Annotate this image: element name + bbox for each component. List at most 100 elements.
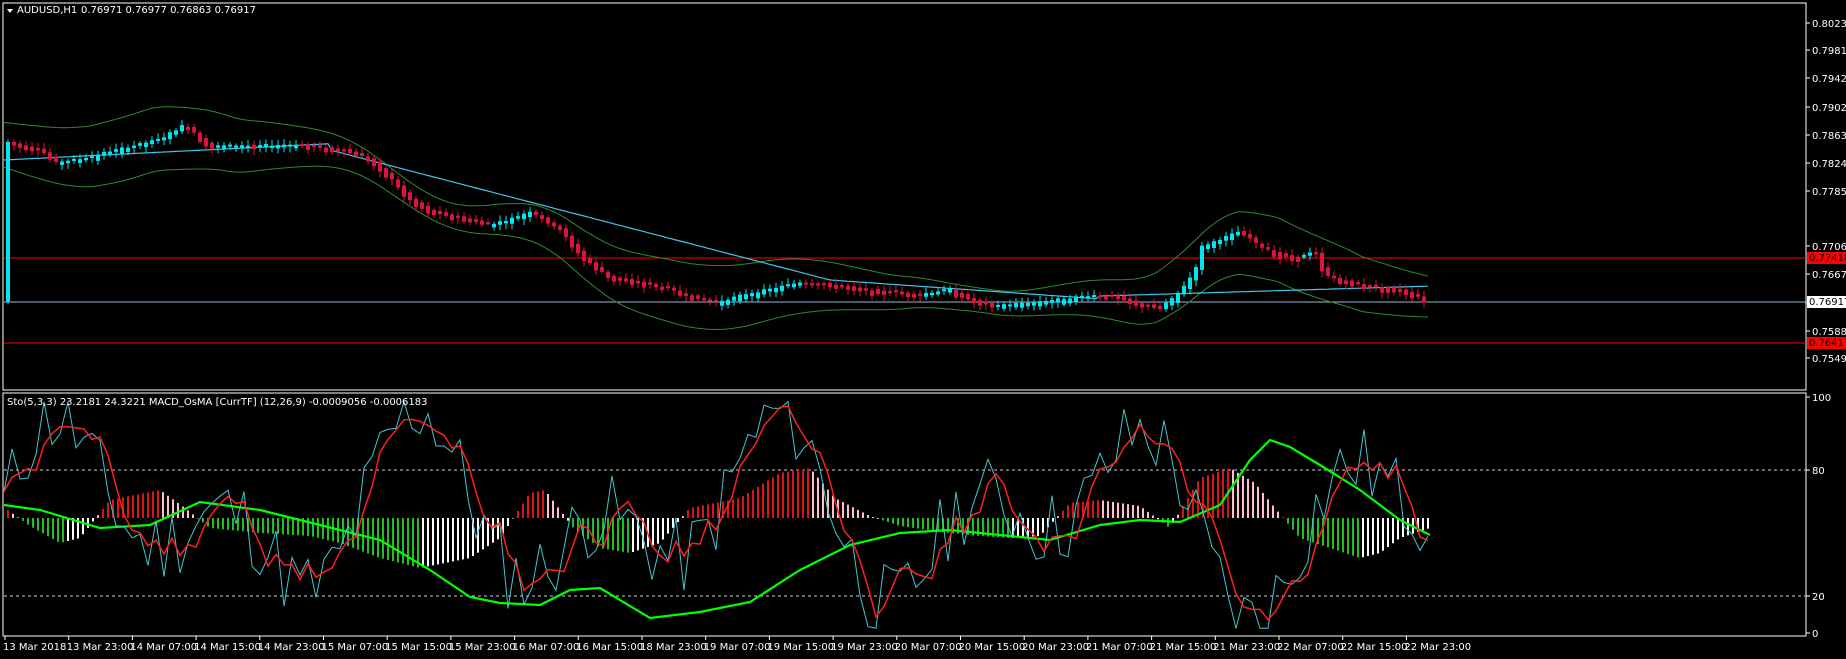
candle-body	[870, 290, 874, 296]
candle-body	[510, 217, 514, 224]
candle-body	[1392, 287, 1396, 293]
candle-body	[1290, 255, 1294, 261]
candle-body	[756, 292, 760, 299]
candle-body	[690, 295, 694, 301]
osma-bar	[1362, 518, 1364, 558]
osma-bar	[1337, 518, 1339, 551]
osma-bar	[877, 518, 879, 519]
candle-body	[66, 160, 70, 164]
candle-body	[1410, 292, 1414, 299]
candle-body	[642, 281, 646, 288]
candle-body	[918, 293, 922, 296]
candle-body	[312, 144, 316, 147]
candle-body	[1182, 285, 1186, 295]
candle-body	[138, 143, 142, 146]
osma-bar	[1407, 518, 1409, 536]
osma-bar	[1422, 518, 1424, 531]
candle-body	[708, 299, 712, 302]
candle-body	[1062, 299, 1066, 305]
osma-bar	[562, 514, 564, 518]
osma-bar	[207, 518, 209, 527]
candle-body	[234, 145, 238, 148]
candle-body	[912, 293, 916, 298]
candle-body	[1044, 300, 1048, 305]
osma-bar	[87, 518, 89, 528]
candle-body	[342, 149, 346, 152]
osma-bar	[117, 498, 119, 518]
osma-bar	[1082, 501, 1084, 518]
osma-bar	[382, 518, 384, 559]
candle-body	[894, 290, 898, 293]
candle-body	[282, 144, 286, 148]
osma-bar	[372, 518, 374, 556]
candle-body	[1314, 252, 1318, 255]
osma-bar	[1117, 502, 1119, 518]
candle-body	[672, 287, 676, 291]
candle-body	[1020, 302, 1024, 308]
osma-bar	[1087, 501, 1089, 518]
dropdown-triangle-icon[interactable]	[7, 9, 13, 13]
candle-body	[798, 282, 802, 286]
osma-bar	[1222, 470, 1224, 518]
osma-bar	[957, 518, 959, 534]
osma-bar	[897, 518, 899, 526]
candle-body	[450, 214, 454, 221]
osma-bar	[427, 518, 429, 567]
osma-bar	[1102, 500, 1104, 518]
candle-body	[1356, 282, 1360, 285]
osma-bar	[1387, 518, 1389, 547]
osma-bar	[1317, 518, 1319, 544]
osma-bar	[242, 518, 244, 532]
osma-bar	[212, 518, 214, 529]
osma-bar	[332, 518, 334, 542]
osma-bar	[77, 518, 79, 539]
osma-bar	[42, 518, 44, 534]
time-label: 20 Mar 15:00	[959, 642, 1026, 653]
osma-bar	[887, 518, 889, 522]
candle-body	[1224, 235, 1228, 241]
osma-bar	[317, 518, 319, 538]
osma-bar	[907, 518, 909, 528]
osma-bar	[1007, 518, 1009, 538]
candle-body	[444, 212, 448, 216]
osma-bar	[152, 491, 154, 518]
osma-bar	[577, 518, 579, 533]
candle-body	[720, 300, 724, 306]
candle-body	[1134, 300, 1138, 306]
candle-body	[924, 292, 928, 297]
osma-bar	[177, 502, 179, 518]
osma-bar	[842, 502, 844, 518]
main-header[interactable]: AUDUSD,H1 0.76971 0.76977 0.76863 0.7691…	[7, 5, 256, 16]
osma-bar	[1287, 518, 1289, 524]
osma-bar	[552, 500, 554, 518]
osma-bar	[57, 518, 59, 542]
osma-bar	[1427, 518, 1429, 529]
osma-bar	[252, 518, 254, 533]
time-label: 13 Mar 2018	[3, 642, 66, 653]
osma-bar	[167, 495, 169, 518]
osma-bar	[287, 518, 289, 535]
osma-bar	[977, 518, 979, 536]
osma-bar	[1002, 518, 1004, 538]
time-label: 14 Mar 15:00	[194, 642, 261, 653]
osma-bar	[612, 518, 614, 551]
candle-body	[786, 284, 790, 287]
osc-label: 80	[1812, 466, 1825, 477]
candle-body	[198, 132, 202, 142]
candle-body	[1206, 244, 1210, 250]
candle-body	[288, 144, 292, 147]
candle-body	[906, 292, 910, 298]
svg-text:0.76917: 0.76917	[1809, 297, 1846, 308]
candle-body	[888, 291, 892, 294]
osma-bar	[1177, 514, 1179, 518]
osma-bar	[527, 496, 529, 518]
osma-bar	[1382, 518, 1384, 551]
osma-bar	[22, 518, 24, 521]
candle-body	[210, 142, 214, 149]
candle-body	[1272, 250, 1276, 257]
osma-bar	[1037, 518, 1039, 537]
